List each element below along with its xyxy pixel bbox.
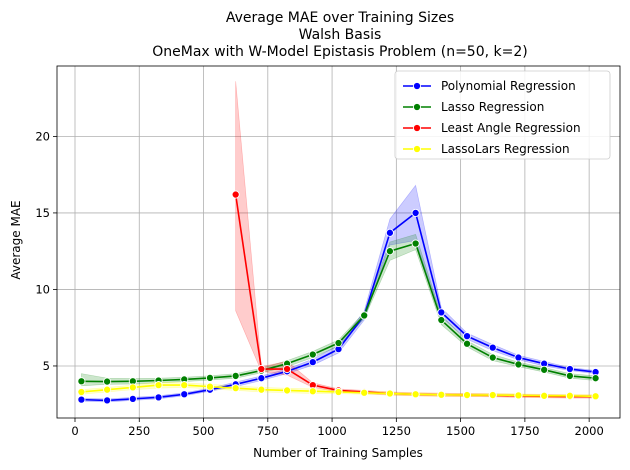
series-2-point (565, 371, 574, 380)
series-3-point (283, 364, 292, 374)
x-tick-label: 1250 (382, 424, 411, 438)
series-3-point (231, 190, 240, 199)
legend-item-3-label: Least Angle Regression (441, 121, 581, 135)
y-axis-ticks: 5 10 15 20 (35, 129, 57, 373)
series-4-point (514, 391, 523, 400)
series-1-point (488, 343, 497, 352)
x-tick-label: 1000 (317, 424, 346, 438)
y-tick-label: 15 (35, 206, 50, 220)
series-1-point (128, 394, 137, 403)
series-lines (81, 194, 596, 402)
series-2-point (231, 371, 240, 380)
series-4-point (462, 390, 472, 400)
series-2-point (103, 377, 112, 386)
series-4-point (334, 387, 343, 397)
series-1-line (81, 212, 596, 402)
series-1-band (81, 184, 596, 403)
series-4-point (231, 384, 240, 393)
x-tick-label: 2000 (575, 424, 604, 438)
series-4-point (154, 381, 163, 390)
series-2-point (205, 373, 215, 382)
chart-title-line-2: Walsh Basis (299, 27, 382, 43)
legend-box (394, 70, 611, 160)
y-tick-label: 20 (35, 129, 50, 143)
series-1-point (180, 390, 189, 399)
chart-title-line-1: Average MAE over Training Sizes (226, 10, 454, 26)
series-4-point (257, 385, 266, 394)
legend-item-2-swatch-marker (412, 102, 422, 112)
series-1-point (565, 364, 574, 374)
legend-item-4-swatch-marker (412, 144, 422, 154)
series-4-point (77, 387, 86, 397)
y-axis-label: Average MAE (9, 200, 23, 279)
series-4-point (565, 391, 574, 400)
x-tick-label: 500 (193, 424, 215, 438)
series-1-point (154, 393, 163, 402)
legend-item-1-label: Polynomial Regression (441, 79, 576, 93)
x-axis-label: Number of Training Samples (253, 446, 423, 460)
series-4-point (283, 386, 292, 395)
series-markers (77, 190, 600, 405)
y-tick-label: 5 (43, 359, 50, 373)
series-2-point (360, 311, 369, 320)
series-1-point (385, 228, 394, 237)
series-4-point (540, 391, 549, 400)
series-4-point (488, 390, 497, 400)
series-3-point (257, 364, 266, 374)
series-2-point (514, 360, 523, 369)
series-4-point (437, 390, 446, 399)
series-2-point (591, 374, 600, 383)
series-4-point (205, 382, 215, 391)
series-4-point (180, 381, 189, 390)
series-1-point (462, 332, 472, 341)
series-2-point (411, 239, 420, 248)
chart-title-line-3: OneMax with W-Model Epistasis Problem (n… (152, 44, 527, 60)
x-tick-label: 750 (257, 424, 279, 438)
series-4-point (308, 387, 317, 396)
series-2-point (77, 377, 86, 386)
series-4-point (591, 392, 600, 401)
series-1-point (257, 374, 266, 383)
legend-item-4-label: LassoLars Regression (441, 142, 570, 156)
series-1-point (77, 395, 86, 404)
series-2-point (334, 338, 343, 348)
plot-frame (56, 65, 621, 419)
x-axis-ticks: 0 250 500 750 1000 1250 1500 1750 2000 (71, 418, 604, 438)
x-tick-label: 250 (128, 424, 150, 438)
series-4-point (103, 385, 112, 394)
series-4-point (385, 389, 394, 398)
legend-item-2-label: Lasso Regression (441, 100, 544, 114)
series-2-point (385, 247, 394, 256)
series-2-point (488, 353, 497, 362)
legend: Polynomial Regression Lasso Regression Lea… (394, 70, 611, 160)
series-2-point (462, 339, 472, 348)
series-1-point (514, 353, 523, 362)
series-4-point (360, 388, 369, 397)
y-tick-label: 10 (35, 282, 50, 296)
series-2-point (308, 350, 317, 359)
series-1-point (437, 308, 446, 317)
legend-item-3-swatch-marker (412, 123, 422, 133)
series-1-point (103, 396, 112, 405)
series-1-point (308, 358, 317, 367)
x-tick-label: 0 (71, 424, 78, 438)
x-tick-label: 1500 (446, 424, 475, 438)
series-2-point (540, 365, 549, 374)
series-2-point (437, 316, 446, 325)
series-1-point (411, 208, 420, 217)
series-4-point (128, 383, 137, 392)
series-4-point (411, 390, 420, 399)
legend-item-1-swatch-marker (412, 81, 422, 91)
x-tick-label: 1750 (510, 424, 539, 438)
